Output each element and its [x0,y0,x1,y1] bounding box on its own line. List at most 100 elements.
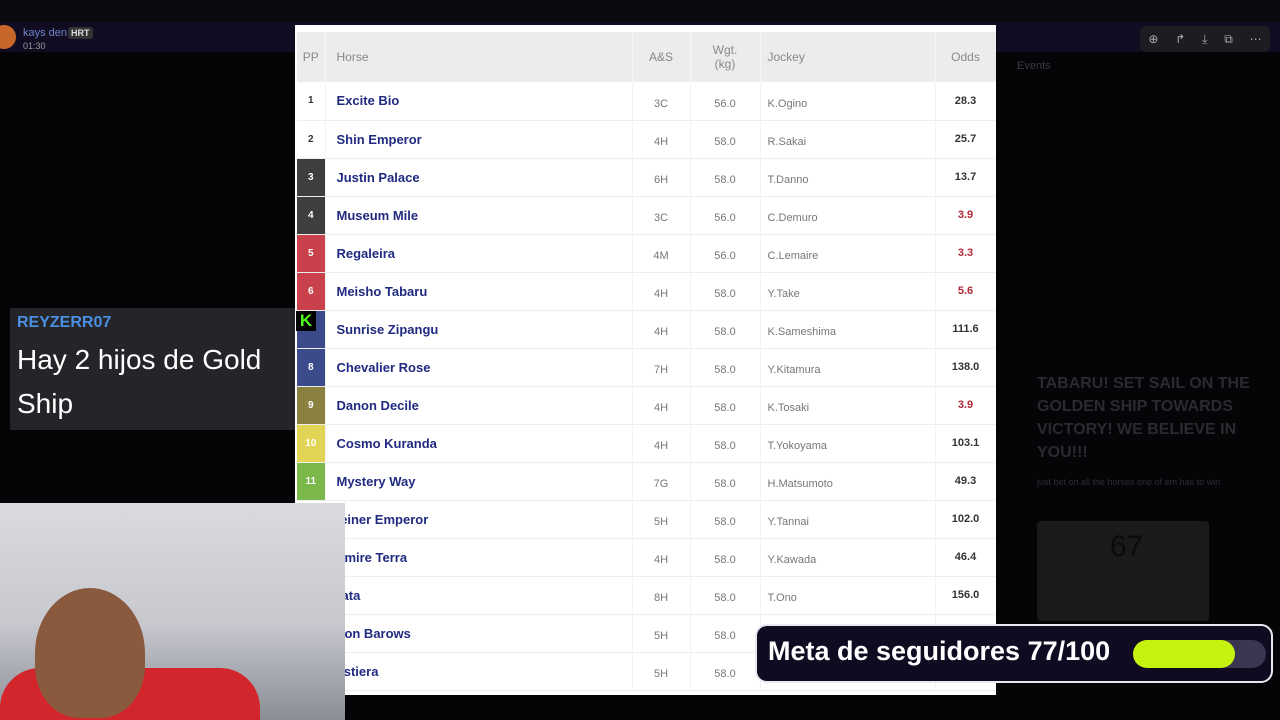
zoom-in-icon[interactable]: ⊕ [1148,32,1159,46]
horse-name-link[interactable]: Excite Bio [325,82,633,121]
age-sex: 7G [632,462,691,501]
jockey: Y.Take [760,272,936,311]
odds: 28.3 [935,82,996,121]
weight: 56.0 [690,82,761,121]
weight: 56.0 [690,196,761,235]
avatar [0,25,16,49]
age-sex: 4H [632,386,691,425]
jockey: K.Sameshima [760,310,936,349]
jockey: T.Danno [760,158,936,197]
header-as: A&S [632,32,691,82]
embed-card [1037,521,1209,621]
horse-name-link[interactable]: Justin Palace [325,158,633,197]
horse-name-link[interactable]: Sunrise Zipangu [325,310,633,349]
age-sex: 5H [632,500,691,539]
horse-name-link[interactable]: lton Barows [325,614,633,653]
odds: 46.4 [935,538,996,577]
jockey: Y.Kawada [760,538,936,577]
message-username: kays den [23,27,68,39]
chat-message-overlay: Hay 2 hijos de Gold Ship [17,344,262,419]
role-badge: HRT [68,27,93,39]
table-row: 10 Cosmo Kuranda 4H 58.0 T.Yokoyama 103.… [297,424,996,463]
jockey: R.Sakai [760,120,936,159]
weight: 58.0 [690,500,761,539]
table-header: PP Horse A&S Wgt. (kg) Jockey Odds [297,32,996,82]
odds: 138.0 [935,348,996,387]
jockey: C.Demuro [760,196,936,235]
weight: 58.0 [690,310,761,349]
post-position: 8 [297,348,326,387]
chat-overlay [10,308,295,430]
weight: 58.0 [690,462,761,501]
horse-name-link[interactable]: dmire Terra [325,538,633,577]
chat-message: just bet on all the horses one of em has… [1037,477,1221,487]
weight: 56.0 [690,234,761,273]
odds: 13.7 [935,158,996,197]
horse-name-link[interactable]: Regaleira [325,234,633,273]
header-horse: Horse [325,32,633,82]
age-sex: 5H [632,652,691,691]
age-sex: 8H [632,576,691,615]
horse-name-link[interactable]: Museum Mile [325,196,633,235]
weight: 58.0 [690,576,761,615]
jockey: Y.Kitamura [760,348,936,387]
goal-progress-fill [1133,640,1236,668]
chat-username: REYZERR07 [17,314,112,331]
table-row: 8 Chevalier Rose 7H 58.0 Y.Kitamura 138.… [297,348,996,387]
age-sex: 4M [632,234,691,273]
horse-name-link[interactable]: astiera [325,652,633,691]
horse-name-link[interactable]: Mystery Way [325,462,633,501]
events-label: Events [1017,60,1051,72]
table-row: 11 Mystery Way 7G 58.0 H.Matsumoto 49.3 [297,462,996,501]
download-icon[interactable]: ⤓ [1202,31,1208,46]
odds: 102.0 [935,500,996,539]
image-toolbar: ⊕ ↱ ⤓ ⧉ ⋯ [1140,26,1270,52]
horse-name-link[interactable]: rata [325,576,633,615]
age-sex: 4H [632,538,691,577]
jockey: Y.Tannai [760,500,936,539]
weight: 58.0 [690,538,761,577]
post-position: 6 [297,272,326,311]
table-row: 5 Regaleira 4M 56.0 C.Lemaire 3.3 [297,234,996,273]
jockey: H.Matsumoto [760,462,936,501]
odds: 3.9 [935,196,996,235]
open-external-icon[interactable]: ⧉ [1224,31,1233,46]
more-icon[interactable]: ⋯ [1249,32,1262,46]
odds: 49.3 [935,462,996,501]
post-position: 2 [297,120,326,159]
horse-name-link[interactable]: Chevalier Rose [325,348,633,387]
table-row: 3 Justin Palace 6H 58.0 T.Danno 13.7 [297,158,996,197]
timestamp: 01:30 [23,41,46,51]
weight: 58.0 [690,386,761,425]
horse-name-link[interactable]: Cosmo Kuranda [325,424,633,463]
table-row: leiner Emperor 5H 58.0 Y.Tannai 102.0 [297,500,996,539]
age-sex: 3C [632,196,691,235]
forward-icon[interactable]: ↱ [1175,32,1186,46]
jockey: C.Lemaire [760,234,936,273]
post-position: 9 [297,386,326,425]
weight: 58.0 [690,614,761,653]
table-row: 1 Excite Bio 3C 56.0 K.Ogino 28.3 [297,82,996,121]
chat-message-large: TABARU! SET SAIL ON THE GOLDEN SHIP TOWA… [1037,375,1250,461]
odds: 111.6 [935,310,996,349]
weight: 58.0 [690,158,761,197]
post-position: 3 [297,158,326,197]
weight: 58.0 [690,120,761,159]
horse-name-link[interactable]: Meisho Tabaru [325,272,633,311]
jockey: K.Tosaki [760,386,936,425]
odds: 3.9 [935,386,996,425]
horse-name-link[interactable]: Shin Emperor [325,120,633,159]
post-position: 11 [297,462,326,501]
table-row: dmire Terra 4H 58.0 Y.Kawada 46.4 [297,538,996,577]
post-position: 5 [297,234,326,273]
odds: 5.6 [935,272,996,311]
header-odds: Odds [935,32,996,82]
horse-name-link[interactable]: Danon Decile [325,386,633,425]
table-row: 2 Shin Emperor 4H 58.0 R.Sakai 25.7 [297,120,996,159]
weight: 58.0 [690,652,761,691]
horse-name-link[interactable]: leiner Emperor [325,500,633,539]
card-number: 67 [1110,530,1144,563]
age-sex: 4H [632,310,691,349]
weight: 58.0 [690,424,761,463]
table-row: 9 Danon Decile 4H 58.0 K.Tosaki 3.9 [297,386,996,425]
